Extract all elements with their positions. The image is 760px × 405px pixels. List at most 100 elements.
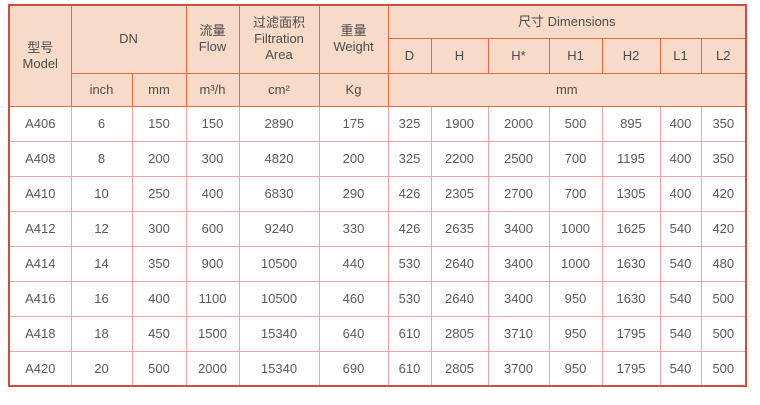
cell-l1: 540 [659,210,702,247]
table-row-a416: A416 16 400 1100 10500 460 530 2640 3400 950 1630 5… [8,280,747,317]
cell-h: 2640 [430,280,489,317]
header-flow: 流量 Flow [185,4,240,74]
cell-flow: 1100 [185,280,240,317]
cell-h1: 500 [548,105,603,142]
cell-area: 15340 [238,315,320,352]
header-filtration-en-1: Filtration [254,31,304,47]
cell-dn-mm: 400 [131,280,187,317]
cell-dn-inch: 8 [70,140,133,177]
header-filtration-en-2: Area [265,47,293,63]
cell-weight: 330 [318,210,389,247]
header-dim-d: D [387,37,432,74]
cell-l2: 480 [700,245,747,282]
cell-l2: 420 [700,210,747,247]
cell-h: 2200 [430,140,489,177]
cell-h: 2640 [430,245,489,282]
header-dim-l1: L1 [659,37,702,74]
cell-d: 530 [387,280,432,317]
cell-dn-mm: 250 [131,175,187,212]
cell-h: 2805 [430,315,489,352]
cell-area: 4820 [238,140,320,177]
cell-dn-inch: 14 [70,245,133,282]
cell-hstar: 2700 [487,175,550,212]
cell-area: 6830 [238,175,320,212]
cell-l2: 500 [700,315,747,352]
cell-dn-inch: 20 [70,350,133,387]
cell-l1: 540 [659,315,702,352]
header-dim-h1: H1 [548,37,603,74]
cell-model: A414 [8,245,72,282]
header-row-2: D H H* H1 H2 L1 L2 [9,37,747,74]
cell-h1: 700 [548,140,603,177]
cell-h1: 950 [548,280,603,317]
cell-model: A408 [8,140,72,177]
cell-h2: 1630 [601,280,661,317]
spec-table: 型号 Model DN 流量 Flow 过滤面积 Filtration Area… [8,4,748,387]
cell-hstar: 3700 [487,350,550,387]
cell-l2: 500 [700,350,747,387]
header-model-en: Model [22,55,58,71]
cell-flow: 1500 [185,315,240,352]
unit-mm: mm [131,72,187,107]
header-dimensions: 尺寸 Dimensions [387,4,747,39]
cell-dn-inch: 10 [70,175,133,212]
cell-d: 530 [387,245,432,282]
cell-h1: 700 [548,175,603,212]
cell-h2: 1625 [601,210,661,247]
unit-dim-mm: mm [387,72,747,107]
header-dim-h: H [430,37,489,74]
cell-flow: 400 [185,175,240,212]
cell-dn-inch: 6 [70,105,133,142]
header-filtration-zh: 过滤面积 [252,15,305,31]
cell-area: 10500 [238,280,320,317]
cell-l2: 420 [700,175,747,212]
cell-flow: 300 [185,140,240,177]
cell-h1: 1000 [548,245,603,282]
cell-d: 610 [387,350,432,387]
cell-l2: 500 [700,280,747,317]
cell-d: 325 [387,140,432,177]
cell-flow: 2000 [185,350,240,387]
cell-weight: 640 [318,315,389,352]
cell-dn-mm: 200 [131,140,187,177]
cell-h: 2635 [430,210,489,247]
cell-l1: 400 [659,175,702,212]
header-row-3: inch mm m³/h cm² Kg mm [9,72,747,107]
cell-weight: 175 [318,105,389,142]
cell-d: 610 [387,315,432,352]
cell-hstar: 3400 [487,210,550,247]
cell-dn-inch: 12 [70,210,133,247]
cell-dn-mm: 500 [131,350,187,387]
cell-d: 426 [387,210,432,247]
cell-dn-mm: 450 [131,315,187,352]
cell-h: 1900 [430,105,489,142]
cell-model: A412 [8,210,72,247]
cell-flow: 900 [185,245,240,282]
header-filtration-area: 过滤面积 Filtration Area [238,4,320,74]
header-weight-en: Weight [333,39,374,55]
cell-dn-mm: 350 [131,245,187,282]
cell-h1: 950 [548,315,603,352]
spec-table-container: 型号 Model DN 流量 Flow 过滤面积 Filtration Area… [8,4,748,387]
header-dim-h2: H2 [601,37,661,74]
cell-weight: 460 [318,280,389,317]
cell-weight: 290 [318,175,389,212]
cell-hstar: 3710 [487,315,550,352]
cell-model: A420 [8,350,72,387]
table-row-a410: A410 10 250 400 6830 290 426 2305 2700 700 1305 400… [8,175,747,212]
cell-h2: 1305 [601,175,661,212]
table-row-a414: A414 14 350 900 10500 440 530 2640 3400 1000 1630 5… [8,245,747,282]
cell-h1: 950 [548,350,603,387]
cell-weight: 200 [318,140,389,177]
cell-l1: 400 [659,105,702,142]
cell-l1: 400 [659,140,702,177]
cell-model: A416 [8,280,72,317]
cell-hstar: 2500 [487,140,550,177]
header-dn: DN [70,4,187,74]
table-row-a412: A412 12 300 600 9240 330 426 2635 3400 1000 1625 54… [8,210,747,247]
cell-hstar: 3400 [487,245,550,282]
cell-model: A418 [8,315,72,352]
cell-d: 426 [387,175,432,212]
header-dim-l2: L2 [700,37,747,74]
header-flow-en: Flow [198,39,227,55]
